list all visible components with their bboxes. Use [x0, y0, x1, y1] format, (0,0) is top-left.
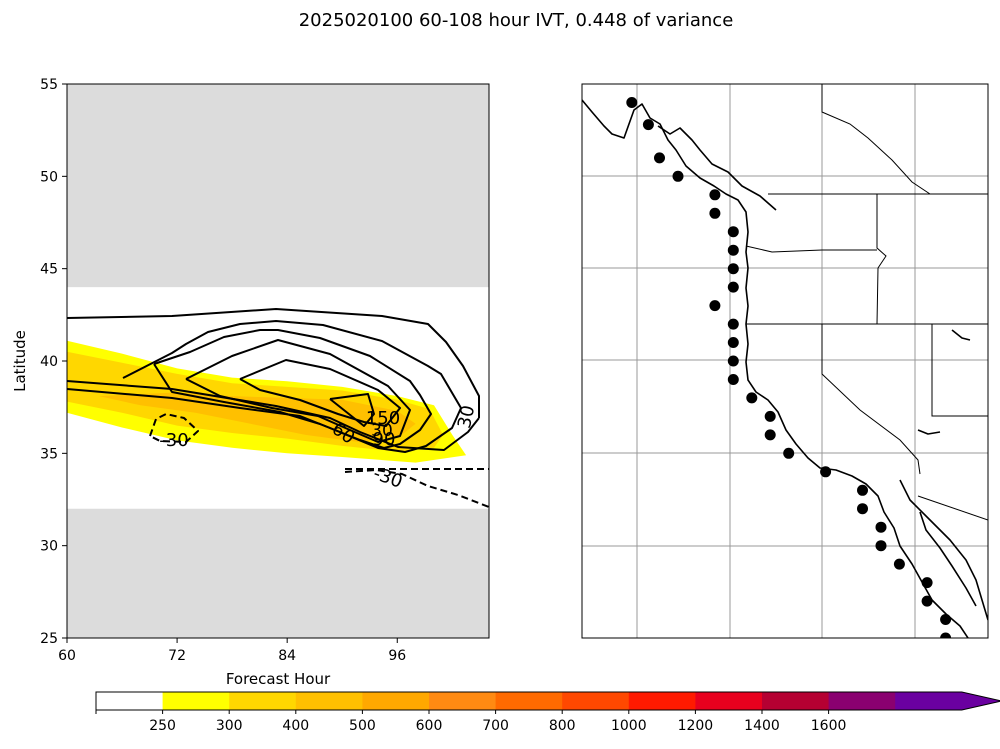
ivt-point	[727, 226, 739, 238]
ivt-point	[820, 466, 832, 478]
colorbar-tick-label: 1200	[678, 718, 714, 734]
ivt-point	[727, 244, 739, 256]
contour-label: -30	[159, 430, 188, 451]
contour-label: 30	[371, 421, 393, 441]
ivt-point	[875, 540, 887, 552]
y-tick-label: 25	[40, 631, 58, 647]
colorbar-cell	[828, 692, 896, 710]
ivt-point	[727, 337, 739, 348]
ivt-point	[921, 595, 933, 607]
ivt-point	[893, 558, 905, 570]
colorbar-cell	[96, 692, 164, 710]
colorbar-cell	[762, 692, 830, 710]
contour-label: 90	[373, 429, 396, 450]
ivt-point	[940, 632, 952, 638]
x-tick-label: 72	[168, 648, 186, 664]
colorbar-tick-label: 300	[216, 718, 243, 734]
contour-neg30-right	[344, 469, 489, 508]
contour-lines	[67, 308, 489, 508]
colorbar-extend-arrow	[961, 692, 1000, 710]
y-axis-ticks: 25 30 35 40 45 50 55	[40, 77, 67, 647]
x-axis-label: Forecast Hour	[226, 670, 331, 688]
ivt-point	[727, 318, 739, 330]
ivt-point	[764, 410, 776, 422]
colorbar-tick-label: 400	[282, 718, 309, 734]
ivt-point	[727, 355, 739, 367]
figure-title: 2025020100 60-108 hour IVT, 0.448 of var…	[299, 10, 734, 31]
colorbar-cell	[895, 692, 963, 710]
colorbar-tick-label: 1400	[744, 718, 780, 734]
colorbar-outline	[95, 691, 1000, 711]
y-tick-label: 55	[40, 77, 58, 93]
colorbar-tick-label: 800	[549, 718, 576, 734]
ivt-contour-panel: 30 60 90 150 30 -30 -30 60 72 84 96 25 30 35 4…	[11, 77, 490, 688]
colorbar-tick-label: 1000	[611, 718, 647, 734]
contour-label: 30	[454, 403, 479, 430]
x-tick-label: 84	[278, 648, 296, 664]
ivt-point	[746, 392, 758, 404]
map-frame	[581, 83, 989, 639]
ivt-point	[875, 521, 887, 533]
y-tick-label: 30	[40, 539, 58, 555]
ivt-point	[857, 484, 868, 496]
colorbar-cell	[429, 692, 497, 710]
x-tick-label: 96	[388, 648, 406, 664]
ivt-point	[921, 577, 933, 589]
ivt-point	[727, 263, 739, 275]
contour-label: 150	[366, 408, 400, 429]
ivt-point	[940, 614, 952, 625]
contour-labels: 30 60 90 150 30 -30 -30	[159, 403, 479, 492]
map-panel	[581, 83, 989, 639]
contour-neg30-left	[149, 413, 199, 443]
colorbar-cell	[362, 692, 430, 710]
ivt-point	[709, 300, 721, 312]
colorbar-tick-label: 600	[416, 718, 443, 734]
contour-180	[329, 393, 375, 427]
colorbar-cell	[295, 692, 363, 710]
ivt-point	[654, 152, 665, 164]
contour-90	[153, 329, 432, 449]
masked-band-1	[67, 84, 489, 288]
colorbar-tick-label: 500	[349, 718, 376, 734]
x-axis-ticks: 60 72 84 96	[58, 638, 406, 664]
y-axis-label: Latitude	[11, 330, 29, 392]
masked-bands	[67, 84, 489, 638]
y-tick-label: 35	[40, 446, 58, 462]
state-borders	[745, 84, 988, 521]
contour-30-outer	[67, 308, 480, 418]
ivt-point	[727, 281, 739, 293]
ivt-point	[672, 170, 684, 182]
coastline	[582, 99, 988, 638]
colorbar-tick-label: 250	[149, 718, 176, 734]
colorbar-cell	[562, 692, 630, 710]
ivt-point	[727, 374, 739, 385]
colorbar: 250 300 400 500 600 700 800 1000 1200 1400 1600	[95, 691, 1000, 734]
colorbar-cell	[495, 692, 563, 710]
ivt-point	[783, 447, 795, 459]
ivt-point	[709, 207, 721, 219]
ivt-points	[626, 97, 952, 638]
contour-30-inner	[67, 380, 480, 451]
colorbar-tick-label: 700	[482, 718, 509, 734]
ivt-point	[642, 119, 654, 131]
x-tick-label: 60	[58, 648, 76, 664]
colorbar-cell	[695, 692, 763, 710]
colorbar-cell	[162, 692, 230, 710]
y-tick-label: 45	[40, 262, 58, 278]
colorbar-cell	[229, 692, 297, 710]
colorbar-cell	[628, 692, 696, 710]
contour-120	[185, 339, 411, 443]
y-tick-label: 40	[40, 354, 58, 370]
ivt-point	[764, 429, 776, 441]
contour-60	[67, 320, 462, 453]
ivt-point	[857, 503, 868, 515]
ivt-point	[626, 97, 638, 108]
ivt-point	[709, 189, 721, 201]
y-tick-label: 50	[40, 169, 58, 185]
masked-band-0	[67, 508, 489, 638]
contour-150	[239, 359, 401, 427]
colorbar-tick-label: 1600	[811, 718, 847, 734]
map-area	[582, 84, 988, 638]
